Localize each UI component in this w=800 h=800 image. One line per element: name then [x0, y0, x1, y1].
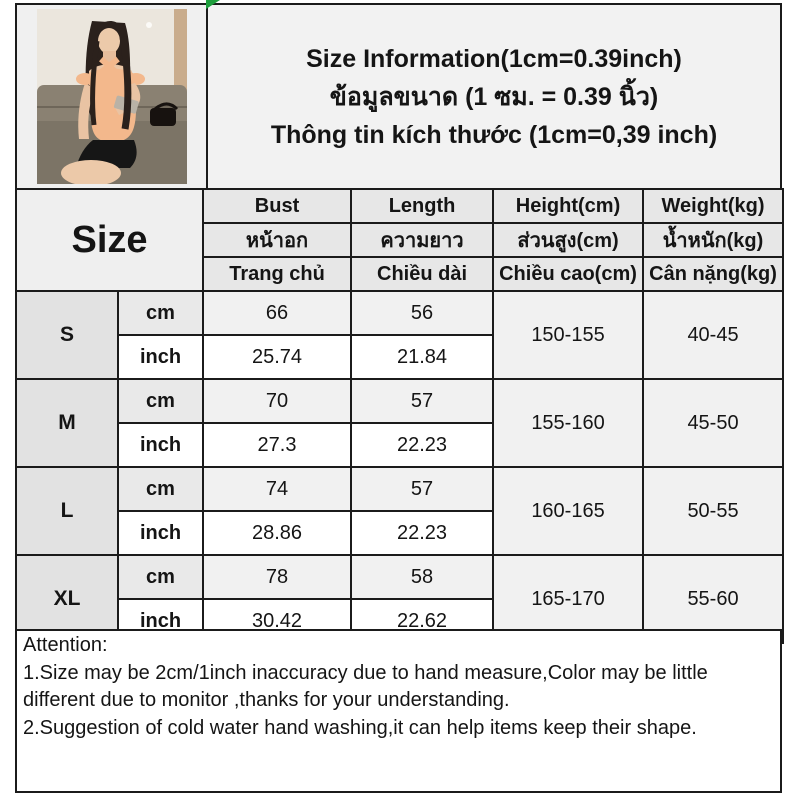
size-label-l: L [15, 466, 119, 556]
height-range-l: 160-165 [492, 466, 645, 556]
size-label-m: M [15, 378, 119, 468]
attention-heading: Attention: [23, 634, 108, 656]
length-cm-l: 57 [350, 466, 495, 512]
col-header-height-th: ส่วนสูง(cm) [492, 222, 645, 258]
col-header-bust-en: Bust [202, 188, 353, 224]
col-header-height-en: Height(cm) [492, 188, 645, 224]
bust-cm-xl: 78 [202, 554, 353, 600]
col-header-weight-th: น้ำหนัก(kg) [642, 222, 785, 258]
bust-inch-s: 25.74 [202, 334, 353, 380]
unit-label-cm: cm [116, 466, 205, 512]
size-row-s-cm: S cm 66 56 150-155 40-45 [15, 290, 785, 380]
weight-range-s: 40-45 [642, 290, 785, 380]
size-label-s: S [15, 290, 119, 380]
height-range-m: 155-160 [492, 378, 645, 468]
col-header-length-en: Length [350, 188, 495, 224]
unit-label-inch: inch [116, 422, 205, 468]
size-row-m-cm: M cm 70 57 155-160 45-50 [15, 378, 785, 468]
unit-label-inch: inch [116, 334, 205, 380]
attention-note-1: 1.Size may be 2cm/1inch inaccuracy due t… [23, 661, 708, 712]
size-row-l-inch: inch 28.86 22.23 [16, 510, 783, 556]
size-corner-label: Size [14, 188, 205, 292]
title-vietnamese: Thông tin kích thước (1cm=0,39 inch) [270, 120, 718, 149]
col-header-bust-th: หน้าอก [202, 222, 353, 258]
bust-inch-m: 27.3 [202, 422, 353, 468]
bust-inch-l: 28.86 [202, 510, 353, 556]
size-row-xl-cm: XL cm 78 58 165-170 55-60 [15, 554, 785, 644]
col-header-weight-vi: Cân nặng(kg) [642, 256, 785, 292]
size-row-s-inch: inch 25.74 21.84 [16, 334, 783, 380]
length-cm-s: 56 [350, 290, 495, 336]
size-row-m-inch: inch 27.3 22.23 [16, 422, 783, 468]
size-row-l-cm: L cm 74 57 160-165 50-55 [15, 466, 785, 556]
bust-cm-l: 74 [202, 466, 353, 512]
title-thai: ข้อมูลขนาด (1 ซม. = 0.39 นิ้ว) [329, 82, 659, 111]
length-cm-m: 57 [350, 378, 495, 424]
length-inch-s: 21.84 [350, 334, 495, 380]
length-inch-m: 22.23 [350, 422, 495, 468]
unit-label-cm: cm [116, 290, 205, 336]
header-row-english: Size Bust Length Height(cm) Weight(kg) [14, 188, 785, 292]
attention-note-2: 2.Suggestion of cold water hand washing,… [23, 716, 697, 739]
unit-label-cm: cm [116, 378, 205, 424]
header-section: Size Information(1cm=0.39inch) ข้อมูลขนา… [15, 3, 782, 190]
col-header-length-vi: Chiều dài [350, 256, 495, 292]
size-table: Size Bust Length Height(cm) Weight(kg) ห… [14, 188, 785, 644]
header-row-thai: หน้าอก ความยาว ส่วนสูง(cm) น้ำหนัก(kg) [16, 222, 785, 258]
attention-box: Attention: 1.Size may be 2cm/1inch inacc… [15, 629, 782, 793]
unit-label-inch: inch [116, 510, 205, 556]
bust-cm-m: 70 [202, 378, 353, 424]
col-header-weight-en: Weight(kg) [642, 188, 785, 224]
weight-range-l: 50-55 [642, 466, 785, 556]
model-photo [36, 9, 187, 184]
title-cell: Size Information(1cm=0.39inch) ข้อมูลขนา… [208, 5, 780, 188]
title-english: Size Information(1cm=0.39inch) [306, 44, 682, 73]
photo-cell [17, 5, 208, 188]
green-corner-marker-icon [206, 0, 220, 9]
col-header-bust-vi: Trang chủ [202, 256, 353, 292]
length-inch-l: 22.23 [350, 510, 495, 556]
height-range-s: 150-155 [492, 290, 645, 380]
col-header-length-th: ความยาว [350, 222, 495, 258]
weight-range-m: 45-50 [642, 378, 785, 468]
col-header-height-vi: Chiều cao(cm) [492, 256, 645, 292]
unit-label-cm: cm [116, 554, 205, 600]
length-cm-xl: 58 [350, 554, 495, 600]
bust-cm-s: 66 [202, 290, 353, 336]
header-row-vietnamese: Trang chủ Chiều dài Chiều cao(cm) Cân nặ… [16, 256, 785, 292]
